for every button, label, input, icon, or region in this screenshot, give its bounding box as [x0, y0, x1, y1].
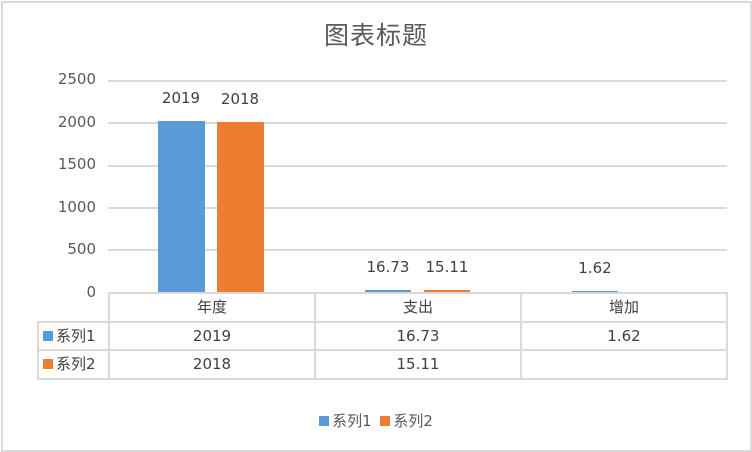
- table-cell: [520, 349, 728, 380]
- y-tick-label: 500: [67, 240, 96, 258]
- chart-title[interactable]: 图表标题: [323, 21, 428, 50]
- gridline: [108, 80, 727, 82]
- gridline: [108, 165, 727, 167]
- y-tick-label: 2500: [57, 70, 96, 88]
- legend-item-series1[interactable]: 系列1: [319, 410, 372, 431]
- series1-swatch-icon: [43, 331, 53, 341]
- table-series-label-series2: 系列2: [37, 349, 110, 380]
- data-label: 1.62: [578, 259, 612, 277]
- data-label: 2019: [161, 89, 201, 107]
- gridline: [108, 207, 727, 209]
- series-name: 系列2: [56, 355, 96, 373]
- table-header-cell: 增加: [520, 292, 728, 323]
- data-label: 2018: [220, 90, 260, 108]
- bar-series1-nianDu[interactable]: [158, 121, 205, 293]
- table-cell: 2019: [108, 321, 316, 351]
- legend-label: 系列2: [393, 412, 433, 430]
- data-label: 16.73: [366, 258, 410, 276]
- table-header-cell: 支出: [314, 292, 522, 323]
- y-tick-label: 1500: [57, 155, 96, 173]
- series1-swatch-icon: [319, 416, 330, 426]
- legend-item-series2[interactable]: 系列2: [380, 410, 433, 431]
- legend-label: 系列1: [332, 412, 372, 430]
- series2-swatch-icon: [380, 416, 391, 426]
- table-cell: 16.73: [314, 321, 522, 351]
- gridline: [108, 122, 727, 124]
- y-tick-label: 0: [86, 283, 96, 301]
- legend: 系列1 系列2: [0, 410, 752, 431]
- table-series-label-series1: 系列1: [37, 321, 110, 351]
- table-cell: 1.62: [520, 321, 728, 351]
- table-header-cell: 年度: [108, 292, 316, 323]
- gridline: [108, 249, 727, 251]
- bar-series1-zhiChu[interactable]: [365, 290, 411, 293]
- bar-series2-zhiChu[interactable]: [424, 290, 470, 293]
- y-tick-label: 1000: [57, 198, 96, 216]
- table-cell: 2018: [108, 349, 316, 380]
- y-tick-label: 2000: [57, 113, 96, 131]
- table-cell: 15.11: [314, 349, 522, 380]
- series2-swatch-icon: [43, 359, 53, 369]
- data-label: 15.11: [425, 258, 469, 276]
- bar-series2-nianDu[interactable]: [217, 122, 264, 293]
- series-name: 系列1: [56, 327, 96, 345]
